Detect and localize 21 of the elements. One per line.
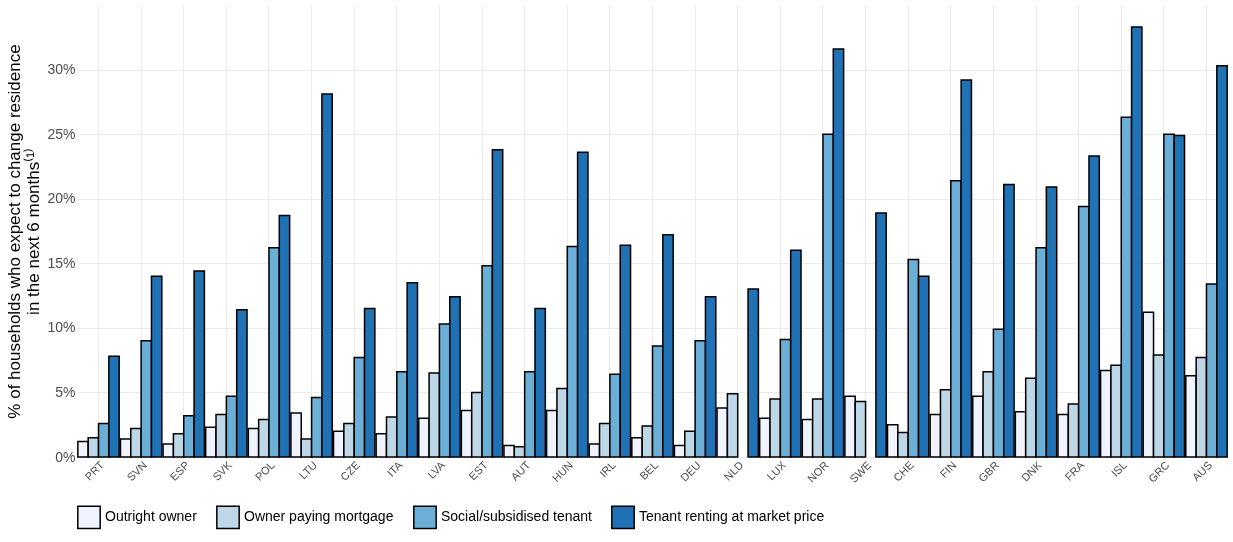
y-tick-label: 10% xyxy=(47,319,76,336)
y-axis-title: % of households who expect to change residence in the next 6 months⁽¹⁾ xyxy=(5,44,44,419)
x-tick-label: BEL xyxy=(637,458,661,482)
x-tick-label: FIN xyxy=(937,458,959,480)
legend-label: Tenant renting at market price xyxy=(639,508,825,525)
x-tick-label: LTU xyxy=(296,458,320,482)
y-tick-label: 0% xyxy=(55,448,76,465)
y-tick-label: 5% xyxy=(55,383,76,400)
y-tick-label: 15% xyxy=(47,254,76,271)
x-tick-label: POL xyxy=(252,458,277,483)
x-tick-label: IRL xyxy=(597,458,618,480)
legend-label: Social/subsidised tenant xyxy=(441,508,593,525)
y-tick-label: 30% xyxy=(47,61,76,78)
y-tick-label: 20% xyxy=(47,190,76,207)
y-tick-label: 25% xyxy=(47,125,76,142)
x-tick-label: ISL xyxy=(1108,458,1130,479)
x-tick-label: FRA xyxy=(1062,458,1087,483)
legend-label: Outright owner xyxy=(105,508,198,525)
x-tick-label: LVA xyxy=(425,458,448,481)
legend-label: Owner paying mortgage xyxy=(244,508,394,525)
x-tick-label: ITA xyxy=(384,458,406,479)
